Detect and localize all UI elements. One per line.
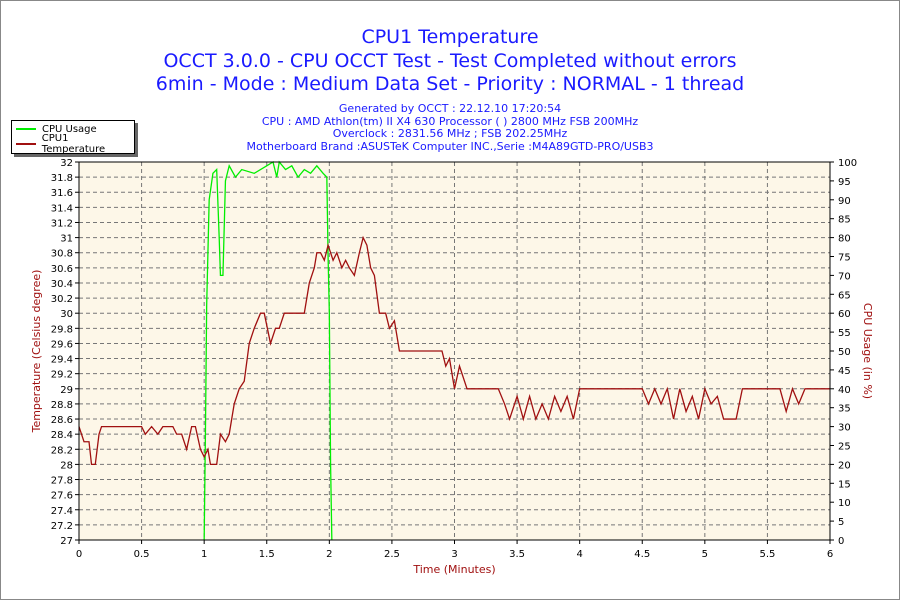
legend-item-temperature: CPU1 Temperature	[12, 133, 134, 155]
x-tick-label: 4.5	[634, 549, 650, 560]
y-tick-label: 27.2	[51, 521, 73, 532]
y-tick-label: 31.6	[51, 188, 73, 199]
y-tick-label: 27.8	[51, 476, 73, 487]
y-tick-label: 27.4	[51, 506, 73, 517]
y2-tick-label: 5	[838, 517, 844, 528]
chart-subtitle-1: OCCT 3.0.0 - CPU OCCT Test - Test Comple…	[163, 50, 737, 72]
legend-item-cpu-usage: CPU Usage	[12, 122, 134, 136]
y2-tick-label: 80	[838, 234, 851, 245]
y-tick-label: 31.4	[51, 203, 73, 214]
info-generated: Generated by OCCT : 22.12.10 17:20:54	[338, 102, 562, 115]
x-tick-label: 6	[827, 549, 833, 560]
y-tick-label: 31.8	[51, 173, 73, 184]
y2-tick-label: 85	[838, 215, 851, 226]
y-tick-label: 29.8	[51, 324, 73, 335]
y2-tick-label: 100	[838, 158, 857, 169]
y-tick-label: 30.8	[51, 249, 73, 260]
y2-tick-label: 35	[838, 404, 851, 415]
y2-tick-label: 25	[838, 442, 851, 453]
chart-title: CPU1 Temperature	[361, 26, 539, 48]
chart-subtitle-2: 6min - Mode : Medium Data Set - Priority…	[155, 73, 745, 95]
y2-tick-label: 20	[838, 460, 851, 471]
y2-tick-label: 95	[838, 177, 851, 188]
y-tick-label: 30	[60, 309, 73, 320]
y-tick-label: 31	[60, 234, 73, 245]
system-info: Generated by OCCT : 22.12.10 17:20:54 CP…	[0, 102, 900, 153]
x-tick-label: 5	[702, 549, 708, 560]
y2-tick-label: 45	[838, 366, 851, 377]
y-tick-label: 29.2	[51, 370, 73, 381]
y2-tick-label: 50	[838, 347, 851, 358]
y-tick-label: 28.4	[51, 430, 73, 441]
y2-tick-label: 15	[838, 479, 851, 490]
legend-swatch	[16, 128, 36, 130]
y2-tick-label: 90	[838, 196, 851, 207]
info-motherboard: Motherboard Brand :ASUSTeK Computer INC.…	[246, 139, 654, 153]
legend-label: CPU Usage	[42, 123, 97, 135]
x-tick-label: 0	[76, 549, 82, 560]
x-tick-label: 5.5	[759, 549, 775, 560]
y-axis-label: Temperature (Celsius degree)	[30, 270, 43, 434]
y-tick-label: 32	[60, 158, 73, 169]
legend: CPU Usage CPU1 Temperature	[11, 120, 135, 155]
x-tick-label: 0.5	[134, 549, 150, 560]
x-tick-label: 2.5	[384, 549, 400, 560]
y-tick-label: 30.2	[51, 294, 73, 305]
plot-border	[78, 161, 831, 541]
y2-tick-label: 10	[838, 498, 851, 509]
y-tick-label: 27	[60, 536, 73, 547]
x-tick-label: 3.5	[509, 549, 525, 560]
x-axis-label: Time (Minutes)	[412, 563, 495, 576]
legend-swatch	[16, 143, 36, 145]
y2-tick-label: 40	[838, 385, 851, 396]
y2-tick-label: 30	[838, 423, 851, 434]
y2-tick-label: 0	[838, 536, 844, 547]
y2-tick-label: 70	[838, 271, 851, 282]
y-tick-label: 29	[60, 385, 73, 396]
y-tick-label: 29.6	[51, 339, 73, 350]
info-overclock: Overclock : 2831.56 MHz ; FSB 202.25MHz	[332, 127, 568, 140]
x-tick-label: 3	[451, 549, 457, 560]
x-tick-label: 2	[326, 549, 332, 560]
series-line-cpu-usage	[203, 160, 333, 541]
x-tick-label: 4	[576, 549, 582, 560]
y2-tick-label: 75	[838, 253, 851, 264]
y2-tick-label: 65	[838, 290, 851, 301]
y2-tick-label: 60	[838, 309, 851, 320]
y-tick-label: 27.6	[51, 491, 73, 502]
y-tick-label: 28	[60, 460, 73, 471]
y-tick-label: 28.6	[51, 415, 73, 426]
series-line-cpu1-temperature	[78, 235, 830, 466]
x-tick-label: 1.5	[259, 549, 275, 560]
y-tick-label: 28.2	[51, 445, 73, 456]
y-tick-label: 29.4	[51, 355, 73, 366]
y-tick-label: 30.4	[51, 279, 73, 290]
legend-label: CPU1 Temperature	[41, 133, 106, 155]
y2-axis-label: CPU Usage (in %)	[861, 303, 874, 399]
y2-tick-label: 55	[838, 328, 851, 339]
y-tick-label: 31.2	[51, 218, 73, 229]
x-tick-label: 1	[201, 549, 207, 560]
y-tick-label: 30.6	[51, 264, 73, 275]
info-cpu: CPU : AMD Athlon(tm) II X4 630 Processor…	[261, 114, 639, 128]
y-tick-label: 28.8	[51, 400, 73, 411]
